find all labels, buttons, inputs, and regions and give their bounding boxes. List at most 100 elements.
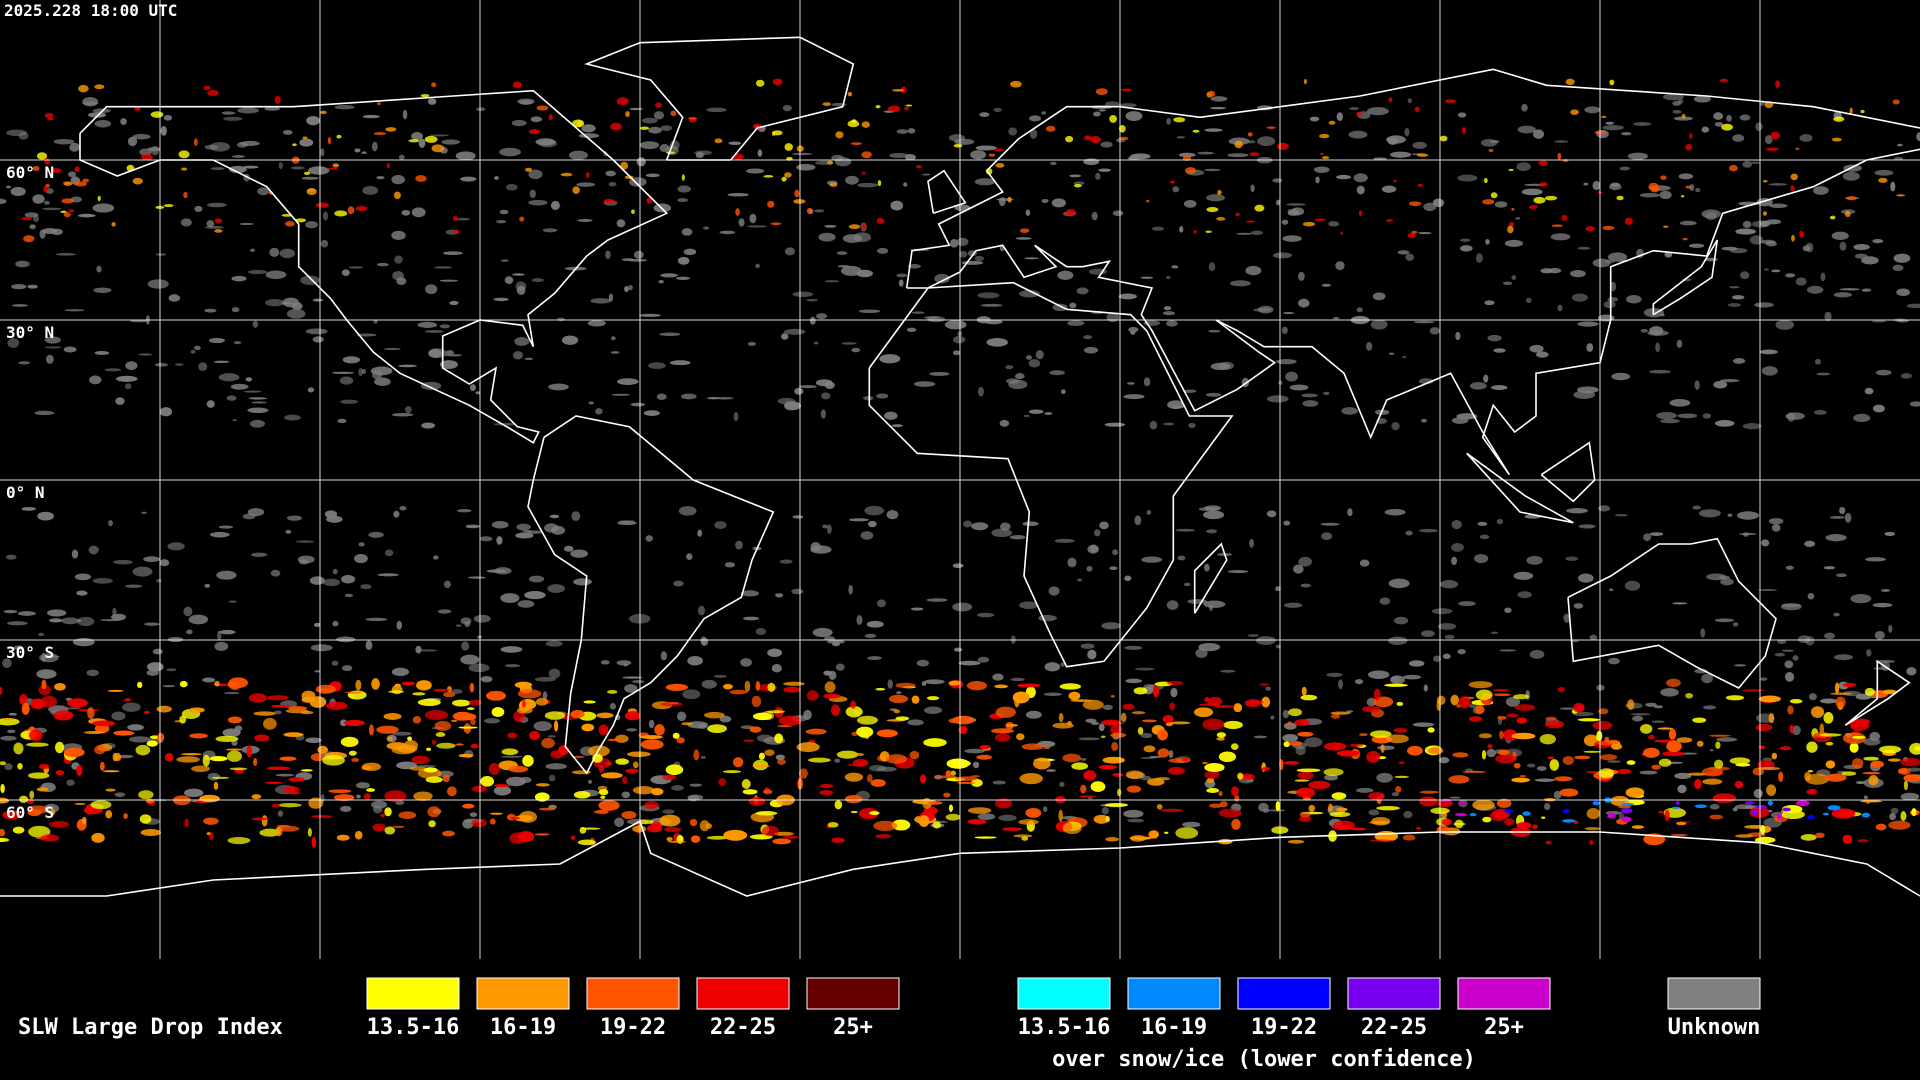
legend-swatch: [1667, 977, 1761, 1010]
drop-cell: [248, 693, 267, 703]
drop-cell: [94, 84, 105, 90]
drop-cell: [1218, 791, 1223, 797]
drop-cell: [1507, 225, 1514, 234]
drop-cell: [466, 707, 475, 711]
drop-cell: [1362, 706, 1381, 713]
cloud-speck: [1124, 575, 1132, 582]
drop-cell: [384, 790, 407, 802]
drop-cell: [1831, 137, 1842, 142]
drop-cell: [1450, 694, 1459, 706]
cloud-speck: [439, 324, 451, 329]
drop-cell: [1887, 758, 1901, 762]
drop-cell: [994, 733, 1011, 742]
cloud-speck: [791, 588, 804, 595]
cloud-speck: [1405, 530, 1413, 536]
cloud-speck: [1388, 636, 1408, 646]
drop-cell: [1596, 730, 1603, 742]
drop-cell: [1676, 737, 1693, 743]
drop-cell: [60, 210, 67, 214]
drop-cell: [796, 742, 820, 753]
cloud-speck: [1203, 510, 1225, 520]
cloud-speck: [1839, 241, 1847, 251]
cloud-speck: [1391, 422, 1400, 431]
cloud-speck: [1739, 114, 1751, 121]
drop-cell: [433, 688, 450, 692]
drop-cell: [784, 143, 793, 151]
cloud-speck: [354, 148, 361, 153]
cloud-speck: [1900, 792, 1920, 801]
cloud-speck: [404, 405, 412, 414]
cloud-speck: [1208, 262, 1216, 272]
cloud-speck: [221, 111, 236, 115]
drop-cell: [371, 678, 380, 690]
cloud-speck: [970, 150, 987, 160]
cloud-speck: [1336, 174, 1351, 180]
cloud-speck: [1583, 182, 1589, 186]
drop-cell: [1791, 234, 1795, 242]
drop-cell: [951, 760, 971, 767]
drop-cell: [442, 691, 456, 698]
cloud-speck: [1485, 239, 1490, 245]
drop-cell: [1384, 683, 1408, 687]
coastline: [1844, 659, 1911, 726]
cloud-speck: [29, 224, 36, 230]
drop-cell: [276, 824, 291, 828]
cloud-speck: [460, 176, 477, 182]
drop-cell: [1648, 734, 1655, 740]
cloud-speck: [1737, 511, 1759, 520]
cloud-speck: [264, 106, 281, 111]
drop-cell: [1298, 815, 1312, 823]
cloud-speck: [1104, 422, 1126, 427]
cloud-speck: [1179, 226, 1184, 233]
drop-cell: [303, 171, 311, 175]
cloud-speck: [1525, 297, 1532, 304]
drop-cell: [21, 216, 32, 221]
drop-cell: [598, 724, 609, 736]
cloud-speck: [124, 383, 132, 390]
cloud-speck: [1094, 529, 1101, 537]
cloud-speck: [475, 391, 481, 395]
cloud-speck: [1080, 643, 1095, 649]
cloud-speck: [418, 138, 426, 148]
drop-cell: [1592, 721, 1613, 730]
cloud-speck: [265, 299, 285, 307]
drop-cell: [1120, 88, 1133, 92]
cloud-speck: [867, 656, 882, 661]
cloud-speck: [1677, 413, 1698, 419]
drop-cell: [1392, 180, 1398, 183]
drop-cell: [950, 770, 957, 776]
drop-cell: [514, 681, 533, 689]
drop-cell: [426, 747, 432, 751]
cloud-speck: [1029, 129, 1038, 139]
drop-cell: [1167, 767, 1185, 775]
drop-cell: [1544, 195, 1558, 201]
drop-cell: [689, 818, 698, 827]
drop-cell: [1007, 196, 1012, 203]
drop-cell: [1900, 811, 1907, 821]
cloud-speck: [671, 784, 684, 791]
cloud-speck: [320, 148, 325, 157]
drop-cell: [1666, 678, 1681, 688]
cloud-speck: [796, 163, 816, 171]
drop-cell: [856, 726, 874, 738]
drop-cell: [436, 742, 456, 749]
drop-cell: [1846, 196, 1857, 201]
drop-cell: [764, 749, 775, 757]
drop-cell: [1601, 115, 1607, 118]
cloud-speck: [1376, 772, 1393, 783]
drop-cell: [307, 827, 312, 837]
drop-cell: [535, 697, 549, 706]
cloud-speck: [1672, 602, 1688, 605]
drop-cell: [1371, 817, 1391, 826]
cloud-speck: [1742, 423, 1762, 430]
drop-cell: [1402, 834, 1416, 841]
drop-cell: [431, 739, 437, 745]
drop-cell: [1249, 152, 1260, 157]
drop-cell: [489, 812, 503, 815]
drop-cell: [1208, 90, 1216, 97]
drop-cell: [598, 800, 620, 811]
cloud-speck: [1516, 162, 1531, 171]
drop-cell: [470, 743, 479, 749]
drop-cell: [1909, 742, 1920, 755]
cloud-speck: [1700, 628, 1706, 638]
